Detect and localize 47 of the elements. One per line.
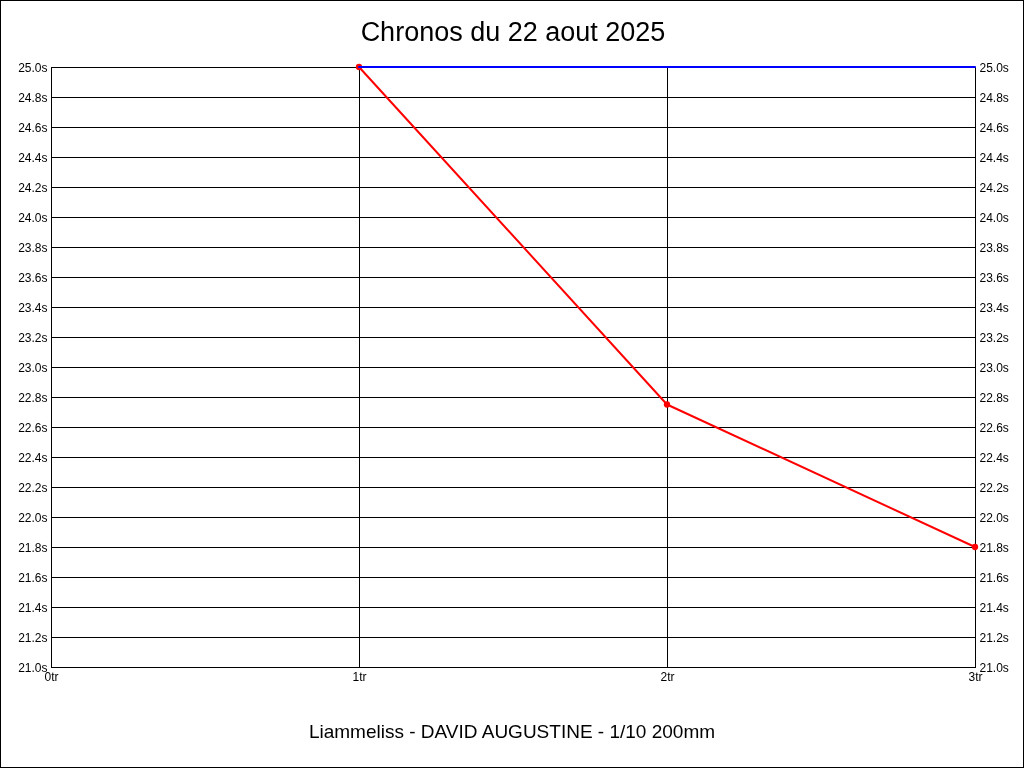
y2-tick-label: 22.0s: [979, 510, 1009, 525]
y2-tick-label: 23.6s: [979, 270, 1009, 285]
y2-tick-label: 25.0s: [979, 60, 1009, 75]
y2-tick-label: 21.2s: [979, 630, 1009, 645]
y-tick-label: 22.6s: [18, 420, 48, 435]
y-tick-label: 22.8s: [18, 390, 48, 405]
y2-tick-label: 24.0s: [979, 210, 1009, 225]
y-tick-label: 24.6s: [18, 120, 48, 135]
y2-tick-label: 21.8s: [979, 540, 1009, 555]
point: [971, 543, 979, 551]
y-tick-label: 21.4s: [18, 600, 48, 615]
y-tick-label: 22.2s: [18, 480, 48, 495]
y2-tick-label: 23.4s: [979, 300, 1009, 315]
y-tick-label: 25.0s: [18, 60, 48, 75]
y-tick-label: 21.2s: [18, 630, 48, 645]
y-tick-label: 24.2s: [18, 180, 48, 195]
text: Liammeliss - DAVID AUGUSTINE - 1/10 200mm: [307, 721, 717, 743]
chart-title: Chronos du 22 aout 2025: [360, 17, 666, 47]
y-tick-label: 23.6s: [18, 270, 48, 285]
y-tick-label: 23.2s: [18, 330, 48, 345]
y-tick-label: 21.8s: [18, 540, 48, 555]
y2-tick-label: 23.8s: [979, 240, 1009, 255]
y2-tick-label: 24.6s: [979, 120, 1009, 135]
y-tick-label: 23.8s: [18, 240, 48, 255]
y2-tick-label: 21.6s: [979, 570, 1009, 585]
y2-tick-label: 22.6s: [979, 420, 1009, 435]
y2-tick-label: 24.4s: [979, 150, 1009, 165]
y2-tick-label: 22.8s: [979, 390, 1009, 405]
point: [663, 401, 671, 408]
y-tick-label: 23.4s: [18, 300, 48, 315]
y2-tick-label: 22.2s: [979, 480, 1009, 495]
y-tick-label: 22.4s: [18, 450, 48, 465]
y2-tick-label: 21.4s: [979, 600, 1009, 615]
y2-tick-label: 24.2s: [979, 180, 1009, 195]
x-tick-label: 1tr: [352, 669, 367, 684]
x-tick-label: 2tr: [660, 669, 675, 684]
y2-tick-label: 21.0s: [979, 660, 1009, 675]
y-tick-label: 24.4s: [18, 150, 48, 165]
y-tick-label: 21.6s: [18, 570, 48, 585]
y-tick-label: 23.0s: [18, 360, 48, 375]
y2-tick-label: 22.4s: [979, 450, 1009, 465]
y2-tick-label: 24.8s: [979, 90, 1009, 105]
y-tick-label: 24.8s: [18, 90, 48, 105]
y-tick-label: 22.0s: [18, 510, 48, 525]
y2-tick-label: 23.2s: [979, 330, 1009, 345]
y2-tick-label: 23.0s: [979, 360, 1009, 375]
y-tick-label: 24.0s: [18, 210, 48, 225]
